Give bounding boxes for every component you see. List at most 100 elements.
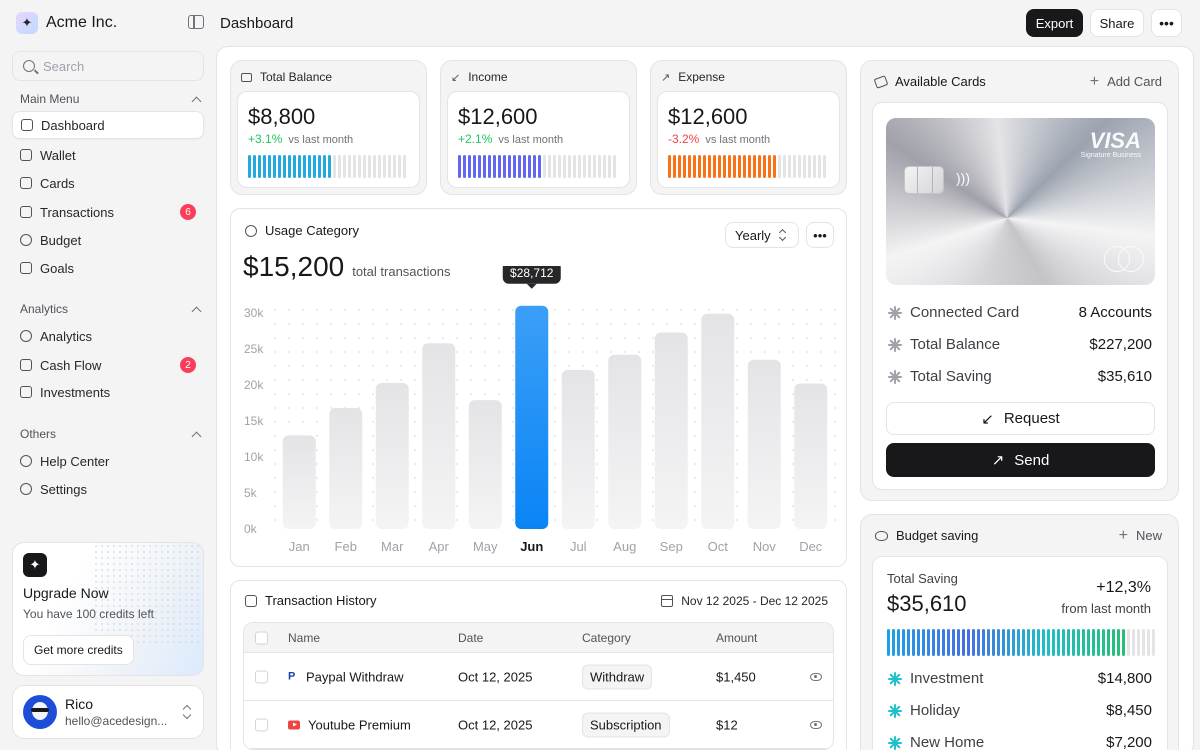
progress-tick-empty xyxy=(583,155,586,178)
table-row[interactable]: Youtube Premium Oct 12, 2025 Subscriptio… xyxy=(244,701,833,749)
more-options-button[interactable]: ••• xyxy=(1151,9,1182,37)
credit-card[interactable]: VISA Signature Business ))) xyxy=(886,118,1155,285)
add-card-button[interactable]: + Add Card xyxy=(1090,74,1162,90)
usage-total: $15,200 total transactions xyxy=(243,251,451,283)
bar-apr[interactable] xyxy=(422,343,456,529)
visa-logo: VISA xyxy=(1089,128,1141,153)
select-all-checkbox[interactable] xyxy=(255,631,268,644)
arrow-down-left-icon: ↙ xyxy=(981,410,994,428)
export-button[interactable]: Export xyxy=(1026,9,1083,37)
table-row[interactable]: P Paypal Withdraw Oct 12, 2025 Withdraw $… xyxy=(244,653,833,701)
column-header-name[interactable]: Name xyxy=(288,630,321,645)
new-budget-button[interactable]: + New xyxy=(1118,527,1162,544)
saving-tick xyxy=(1002,629,1005,656)
info-value: $35,610 xyxy=(1097,368,1152,385)
x-tick-label: Feb xyxy=(335,539,357,554)
bar-jul[interactable] xyxy=(561,369,595,529)
budget-item-holiday[interactable]: Holiday $8,450 xyxy=(888,702,1152,719)
column-header-date[interactable]: Date xyxy=(458,630,484,645)
sidebar-item-cards[interactable]: Cards xyxy=(12,169,204,197)
share-button[interactable]: Share xyxy=(1090,9,1144,37)
row-checkbox[interactable] xyxy=(255,670,268,683)
bar-mar[interactable] xyxy=(375,382,409,529)
bar-oct[interactable] xyxy=(701,313,735,529)
request-button[interactable]: ↙ Request xyxy=(886,402,1155,435)
column-header-category[interactable]: Category xyxy=(582,630,631,645)
sidebar-item-goals[interactable]: Goals xyxy=(12,254,204,282)
saving-tick xyxy=(922,629,925,656)
chevron-up-down-icon xyxy=(779,229,787,241)
budget-item-investment[interactable]: Investment $14,800 xyxy=(888,670,1152,687)
date-range-picker[interactable]: Nov 12 2025 - Dec 12 2025 xyxy=(661,594,828,608)
sidebar-toggle-icon[interactable] xyxy=(188,15,204,29)
sparkle-icon: ✦ xyxy=(23,553,47,577)
progress-tick-empty xyxy=(778,155,781,178)
saving-tick xyxy=(1022,629,1025,656)
card-icon xyxy=(873,74,889,89)
stat-delta: +2.1% vs last month xyxy=(458,132,563,146)
progress-strip xyxy=(248,155,406,178)
sidebar-item-transactions[interactable]: Transactions 6 xyxy=(12,198,204,226)
sidebar-item-investments[interactable]: Investments xyxy=(12,378,204,406)
sidebar-item-cash-flow[interactable]: Cash Flow 2 xyxy=(12,351,204,379)
row-name: Paypal Withdraw xyxy=(306,669,404,684)
stat-body: $12,600 -3.2% vs last month xyxy=(657,91,840,188)
bar-feb[interactable] xyxy=(329,408,363,529)
progress-tick-empty xyxy=(783,155,786,178)
bar-jan[interactable] xyxy=(282,435,316,529)
plus-icon: + xyxy=(1118,527,1128,544)
row-checkbox[interactable] xyxy=(255,718,268,731)
saving-change-note: from last month xyxy=(1061,601,1151,616)
progress-tick-empty xyxy=(553,155,556,178)
saving-tick xyxy=(927,629,930,656)
sidebar-item-help-center[interactable]: Help Center xyxy=(12,447,204,475)
progress-tick-filled xyxy=(253,155,256,178)
bar-jun[interactable] xyxy=(515,305,549,529)
y-tick-label: 30k xyxy=(244,306,264,320)
search-input[interactable] xyxy=(43,58,193,74)
progress-tick-filled xyxy=(743,155,746,178)
bar-nov[interactable] xyxy=(747,359,781,529)
section-others[interactable]: Others xyxy=(20,427,204,441)
section-analytics[interactable]: Analytics xyxy=(20,302,204,316)
bar-dec[interactable] xyxy=(794,383,828,529)
stat-title: Expense xyxy=(678,70,725,84)
section-main-menu[interactable]: Main Menu xyxy=(20,92,204,106)
saving-tick xyxy=(1132,629,1135,656)
eye-icon[interactable] xyxy=(810,720,822,729)
x-tick-label: Mar xyxy=(381,539,404,554)
progress-tick-filled xyxy=(278,155,281,178)
budget-item-new-home[interactable]: New Home $7,200 xyxy=(888,734,1152,750)
saving-tick xyxy=(1062,629,1065,656)
progress-tick-empty xyxy=(613,155,616,178)
bar-aug[interactable] xyxy=(608,354,642,529)
sparkle-icon xyxy=(888,735,902,750)
saving-tick xyxy=(1027,629,1030,656)
progress-tick-filled xyxy=(773,155,776,178)
progress-tick-empty xyxy=(588,155,591,178)
column-header-amount[interactable]: Amount xyxy=(716,630,758,645)
sidebar-item-budget[interactable]: Budget xyxy=(12,226,204,254)
saving-tick xyxy=(1107,629,1110,656)
bar-may[interactable] xyxy=(468,400,502,529)
search-box[interactable] xyxy=(12,51,204,81)
sidebar-item-label: Settings xyxy=(40,481,87,497)
more-options-button[interactable]: ••• xyxy=(806,222,834,248)
sidebar-item-label: Dashboard xyxy=(41,117,105,133)
sidebar-item-dashboard[interactable]: Dashboard xyxy=(12,111,204,139)
sidebar-item-settings[interactable]: Settings xyxy=(12,475,204,503)
saving-tick xyxy=(907,629,910,656)
get-more-credits-button[interactable]: Get more credits xyxy=(23,635,134,665)
period-select[interactable]: Yearly xyxy=(725,222,799,248)
sidebar-item-wallet[interactable]: Wallet xyxy=(12,141,204,169)
sidebar-item-analytics[interactable]: Analytics xyxy=(12,322,204,350)
user-switcher[interactable]: Rico hello@acedesign... xyxy=(12,685,204,739)
eye-icon[interactable] xyxy=(810,672,822,681)
send-button[interactable]: ↗ Send xyxy=(886,443,1155,477)
brand[interactable]: ✦ Acme Inc. xyxy=(16,12,117,34)
saving-tick xyxy=(972,629,975,656)
bar-sep[interactable] xyxy=(654,332,688,529)
progress-tick-filled xyxy=(313,155,316,178)
progress-tick-filled xyxy=(493,155,496,178)
chart-grid-dots xyxy=(271,306,836,531)
